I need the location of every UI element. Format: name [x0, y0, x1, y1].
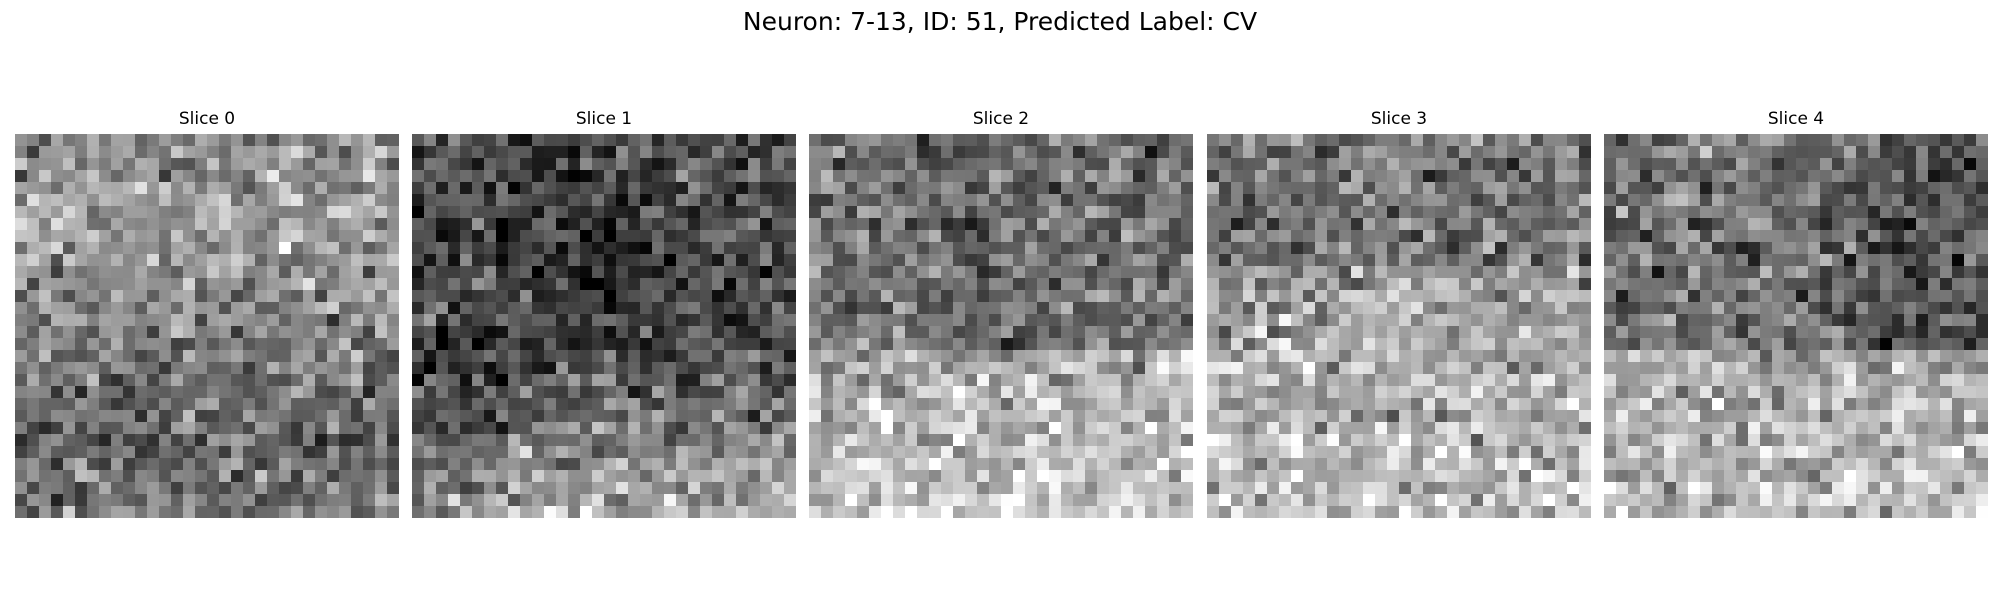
slice-panel-0: Slice 0 [15, 108, 399, 520]
slice-panel-1: Slice 1 [412, 108, 796, 520]
slice-image [1604, 134, 1988, 518]
slice-title: Slice 2 [972, 109, 1030, 129]
slice-title: Slice 3 [1370, 109, 1428, 129]
slice-title: Slice 1 [575, 109, 633, 129]
slice-panel-3: Slice 3 [1207, 108, 1591, 520]
figure-title: Neuron: 7-13, ID: 51, Predicted Label: C… [742, 7, 1258, 36]
slice-image [809, 134, 1193, 518]
slice-image [1207, 134, 1591, 518]
slice-image [15, 134, 399, 518]
slice-panel-2: Slice 2 [809, 108, 1193, 520]
slice-image [412, 134, 796, 518]
slice-panel-4: Slice 4 [1604, 108, 1988, 520]
slice-title: Slice 4 [1767, 109, 1825, 129]
slice-title: Slice 0 [178, 109, 236, 129]
